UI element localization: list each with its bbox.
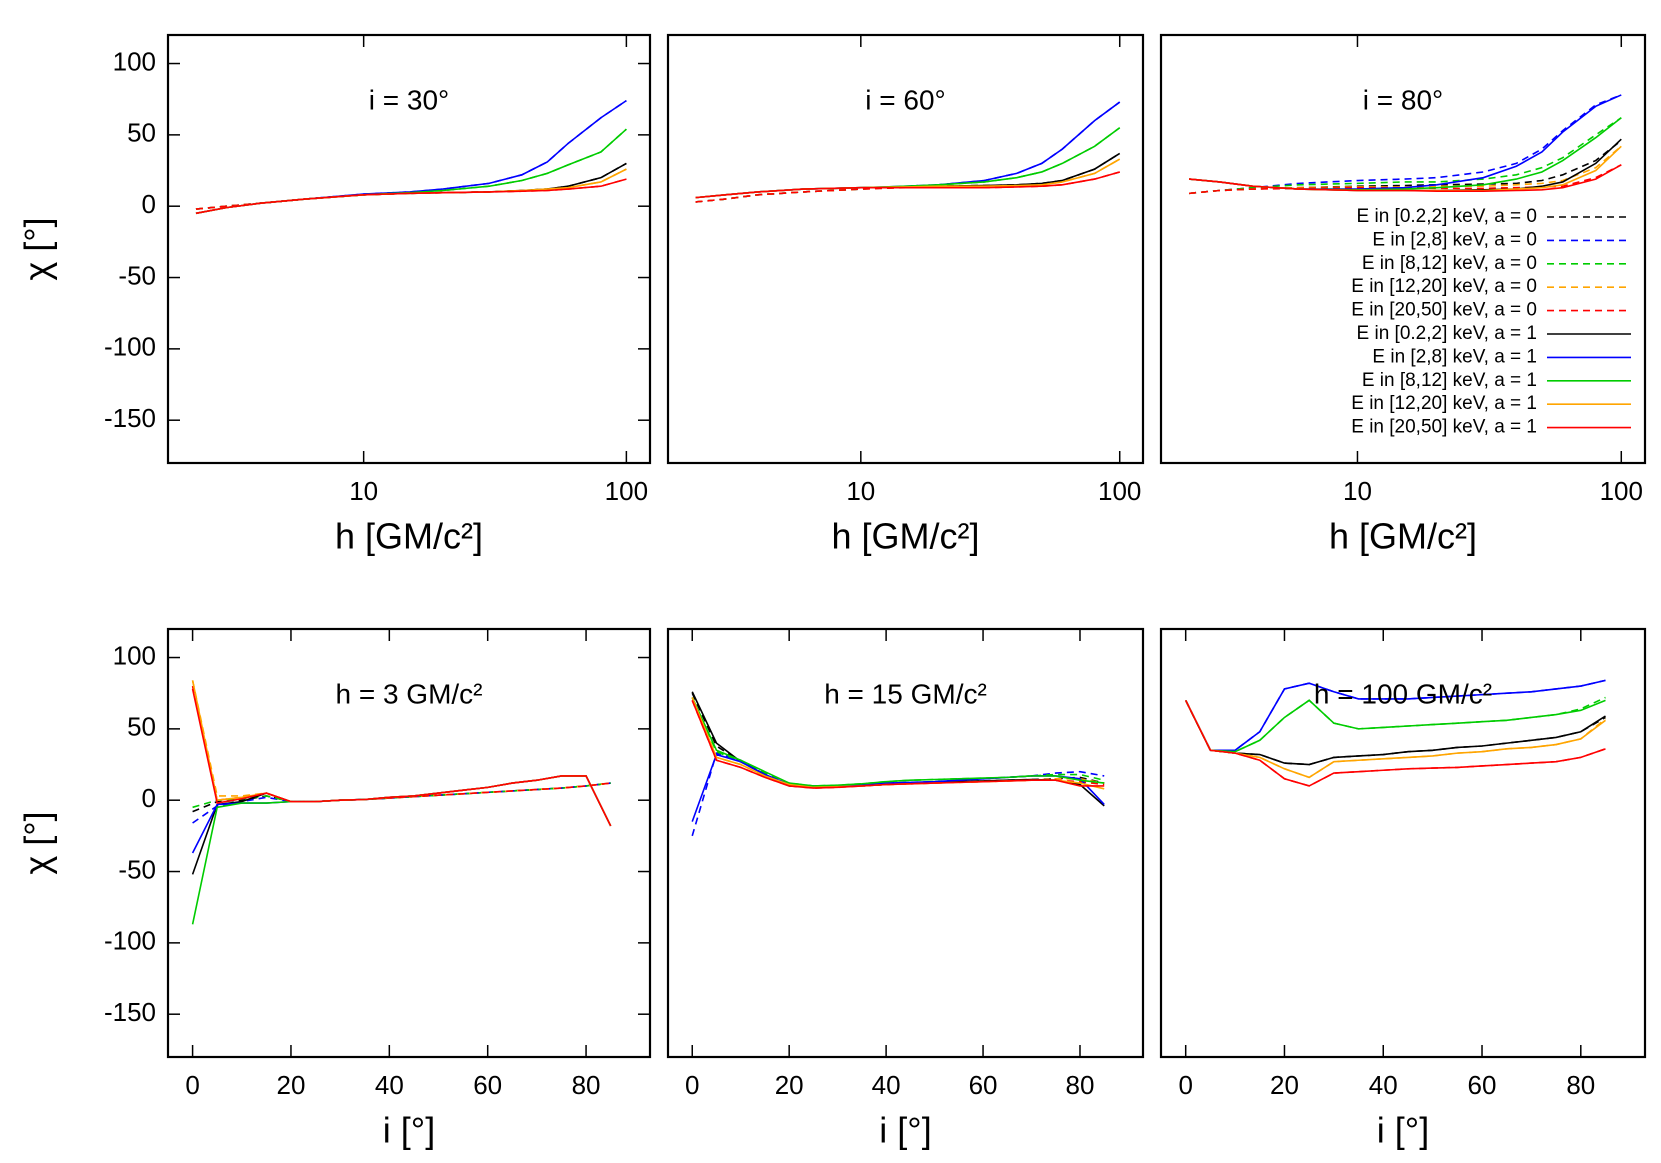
y-tick-label: 0 [142,189,156,219]
x-tick-label: 80 [572,1070,601,1100]
y-tick-label: -150 [104,403,156,433]
series-line [1184,699,1606,787]
x-tick-label: 80 [1066,1070,1095,1100]
x-axis-label: h [GM/c²] [831,516,979,557]
plot-frame [166,33,652,465]
series-line [191,775,612,854]
series-line [1184,699,1606,787]
series-line [1184,699,1606,779]
legend-label: E in [20,50] keV, a = 0 [1351,300,1537,321]
series-line [1189,164,1622,193]
x-tick-label: 0 [1178,1070,1192,1100]
x-tick-label: 0 [685,1070,699,1100]
series-line [695,171,1120,199]
legend-label: E in [8,12] keV, a = 0 [1362,253,1537,274]
series-line [1189,164,1622,195]
plot-frame [1159,627,1647,1059]
x-tick-label: 60 [473,1070,502,1100]
plot-frame [166,627,652,1059]
legend-label: E in [20,50] keV, a = 1 [1351,417,1537,438]
legend-label: E in [2,8] keV, a = 1 [1372,346,1537,367]
series-line [195,178,627,215]
series-line [691,700,1105,789]
y-tick-label: 50 [127,712,156,742]
y-tick-label: -100 [104,926,156,956]
plot-frame [666,33,1145,465]
legend-label: E in [2,8] keV, a = 0 [1372,229,1537,250]
series-line [691,697,1105,789]
y-tick-label: -150 [104,997,156,1027]
series-line [691,753,1105,822]
panel-title: i = 60° [865,84,945,115]
x-tick-label: 20 [775,1070,804,1100]
series-line [192,782,611,824]
panel-title: h = 15 GM/c² [824,678,987,709]
series-line [195,162,627,210]
x-tick-label: 60 [969,1070,998,1100]
x-tick-label: 10 [846,476,875,506]
series-line [1189,117,1622,195]
series-line [1184,699,1606,766]
y-tick-label: 100 [113,46,156,76]
series-line [191,688,612,827]
series-line [691,697,1105,790]
series-line [691,697,1105,787]
x-axis-label: i [°] [879,1110,931,1151]
x-axis-label: h [GM/c²] [1329,516,1477,557]
legend-label: E in [8,12] keV, a = 1 [1362,370,1537,391]
x-tick-label: 40 [872,1070,901,1100]
series-line [691,752,1105,837]
y-tick-label: 0 [142,783,156,813]
series-line [1184,699,1606,753]
x-tick-label: 20 [276,1070,305,1100]
x-tick-label: 60 [1468,1070,1497,1100]
x-tick-label: 10 [349,476,378,506]
series-line [192,782,611,809]
y-tick-label: -50 [118,260,156,290]
x-axis-label: h [GM/c²] [335,516,483,557]
y-axis-label: χ [°] [17,217,58,280]
x-tick-label: 100 [1600,476,1643,506]
x-tick-label: 10 [1343,476,1372,506]
x-tick-label: 100 [1098,476,1141,506]
plot-frame [1159,33,1647,465]
x-axis-label: i [°] [1377,1110,1429,1151]
y-tick-label: 50 [127,118,156,148]
y-axis-label: χ [°] [17,811,58,874]
legend-label: E in [12,20] keV, a = 1 [1351,393,1537,414]
x-tick-label: 80 [1566,1070,1595,1100]
series-line [691,700,1105,789]
series-line [1184,679,1606,752]
x-tick-label: 40 [375,1070,404,1100]
series-line [195,128,627,215]
series-line [191,775,612,875]
panel-title: i = 80° [1363,84,1443,115]
series-line [695,152,1121,199]
y-tick-label: -50 [118,854,156,884]
series-line [195,128,627,210]
plot-frame [666,627,1145,1059]
x-tick-label: 0 [185,1070,199,1100]
x-tick-label: 100 [605,476,648,506]
legend-label: E in [0.2,2] keV, a = 1 [1357,323,1537,344]
y-tick-label: 100 [113,640,156,670]
legend-label: E in [12,20] keV, a = 0 [1351,276,1537,297]
series-line [695,127,1121,203]
series-line [195,99,627,215]
x-tick-label: 20 [1270,1070,1299,1100]
panel-title: i = 30° [369,84,449,115]
y-tick-label: -100 [104,332,156,362]
x-axis-label: i [°] [383,1110,435,1151]
legend-label: E in [0.2,2] keV, a = 0 [1357,206,1537,227]
panel-title: h = 3 GM/c² [335,678,482,709]
x-tick-label: 40 [1369,1070,1398,1100]
panel-title: h = 100 GM/c² [1314,678,1492,709]
